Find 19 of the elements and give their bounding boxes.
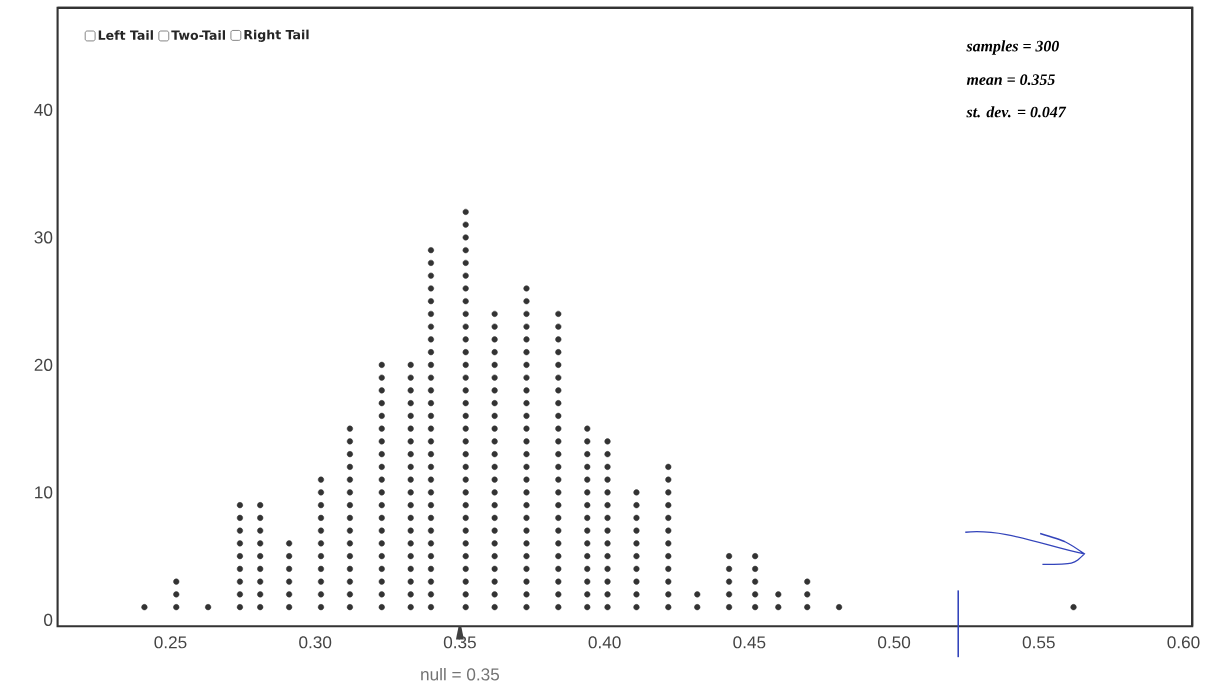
annotation: samples = 300 (966, 40, 1059, 55)
x-tick-label: 0.30 (299, 636, 332, 649)
x-tick-label: 0.50 (878, 636, 911, 649)
x-tick-label: 0.25 (154, 636, 187, 649)
x-tick-label: 0.60 (1167, 636, 1200, 649)
y-tick-label: 10 (35, 486, 53, 499)
annotation: Two-Tail (171, 30, 225, 41)
x-tick-label: 0.45 (733, 636, 766, 649)
text: null = 0.35 (421, 668, 500, 681)
x-tick-label: 0.55 (1022, 636, 1055, 649)
annotation: Right Tail (244, 29, 309, 43)
annotation: Left Tail (98, 30, 153, 41)
annotation: st. dev. = 0.047 (966, 106, 1067, 118)
y-tick-label: 0 (44, 613, 53, 627)
y-tick-label: 40 (34, 103, 53, 117)
annotation: mean = 0.355 (966, 74, 1055, 86)
y-tick-label: 20 (34, 358, 53, 372)
x-tick-label: 0.40 (588, 636, 621, 649)
y-tick-label: 30 (34, 231, 53, 244)
